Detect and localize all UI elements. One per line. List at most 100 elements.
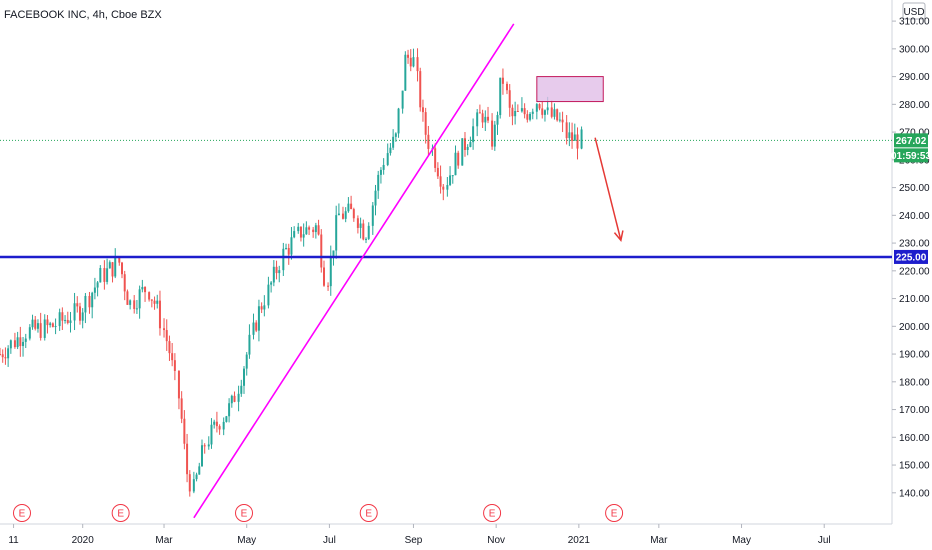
candle-body [293,231,296,238]
candle-body [511,107,514,117]
candle-body [16,337,19,348]
candle-body [290,237,293,255]
candle [434,143,437,173]
candle-body [499,77,502,116]
candle [180,391,183,424]
candle-body [379,169,382,175]
y-tick-label: 160.00 [899,433,930,444]
candle [580,126,583,150]
earnings-marker[interactable]: E [235,504,254,522]
candle-body [24,338,27,342]
candle-body [9,340,12,349]
candle-body [19,337,22,347]
candle-body [96,282,99,288]
candle-body [329,256,332,287]
y-tick-label: 250.00 [899,183,930,194]
candle-body [267,284,270,306]
candle [419,67,422,112]
candle-body [133,300,136,309]
candle-body [299,226,302,238]
candle [186,433,189,483]
candle-body [240,385,243,394]
candle [439,165,442,194]
candle [148,291,151,302]
candle [237,385,240,412]
y-tick-label: 200.00 [899,322,930,333]
earnings-marker[interactable]: E [605,504,624,522]
candle [457,150,460,169]
candle-body [565,122,568,139]
candle [379,167,382,184]
earnings-marker[interactable]: E [111,504,130,522]
candle [561,111,564,133]
candle [76,296,79,313]
candle-body [558,119,561,121]
x-tick-label: Mar [650,535,668,546]
candle-body [508,90,511,108]
candle [386,143,389,167]
candle-body [446,185,449,190]
candle-body [553,109,556,117]
candle [401,90,404,114]
candle [421,99,424,122]
candle-body [153,300,156,304]
trendline [193,23,515,519]
candle-body [230,395,233,404]
candle [126,289,129,305]
candle [344,207,347,223]
earnings-marker[interactable]: E [359,504,378,522]
candle-body [314,225,317,233]
candle-body [108,262,111,269]
candle [24,333,27,349]
x-tick-label: Sep [405,535,423,546]
candle-body [382,164,385,170]
candle [508,84,511,117]
candle-body [123,274,126,292]
candle [493,120,496,151]
candle [469,136,472,148]
earnings-circle [111,504,130,522]
candle-body [203,445,206,447]
candle [138,285,141,319]
candle-body [322,267,325,286]
candle [367,222,370,241]
y-tick-label: 150.00 [899,461,930,472]
current-price-badge: 267.02 [894,133,928,148]
candle [478,104,481,114]
candle-body [491,120,494,147]
candle-body [0,354,1,356]
candle-body [466,146,469,150]
chart-title: FACEBOOK INC, 4h, Cboe BZX [4,9,162,21]
candle-body [416,57,419,72]
x-tick-label: 11 [8,535,19,546]
candle [436,162,439,179]
candle-body [13,340,16,348]
candle [144,286,147,302]
candle [463,132,466,157]
candle [506,81,509,95]
earnings-marker[interactable]: E [13,504,31,522]
candle [371,202,374,235]
candle [526,110,529,123]
candle [13,332,16,349]
candle-body [344,211,347,219]
candle-body [356,218,359,228]
candle-body [88,295,91,308]
candle [0,347,1,356]
candle [293,226,296,239]
candle [103,260,106,290]
candle-body [392,136,395,148]
candle-body [58,312,61,327]
candle-body [99,268,102,283]
candle-body [367,225,370,239]
candle [267,276,270,309]
candle [1,349,4,363]
candle-body [61,312,64,321]
earnings-marker[interactable]: E [483,504,502,522]
candle [576,127,579,160]
candle-body [114,257,117,277]
candle [135,299,138,314]
candle-body [520,108,523,112]
